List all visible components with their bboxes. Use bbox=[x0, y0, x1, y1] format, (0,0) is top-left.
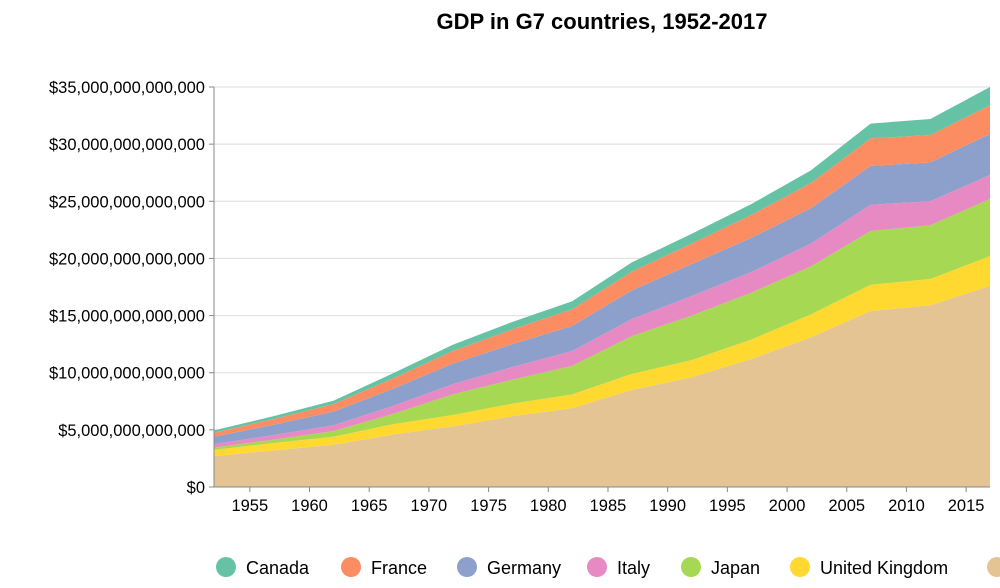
x-tick-label: 2005 bbox=[828, 497, 865, 515]
x-tick-label: 1970 bbox=[411, 497, 448, 515]
legend-swatch-united-kingdom bbox=[790, 557, 810, 577]
y-tick-label: $25,000,000,000,000 bbox=[49, 193, 205, 211]
legend-label-italy: Italy bbox=[617, 558, 650, 578]
y-tick-label: $35,000,000,000,000 bbox=[49, 79, 205, 97]
chart-title: GDP in G7 countries, 1952-2017 bbox=[437, 9, 768, 34]
area-france bbox=[214, 105, 990, 437]
x-tick-label: 2000 bbox=[769, 497, 806, 515]
legend-label-canada: Canada bbox=[246, 558, 310, 578]
y-tick-label: $30,000,000,000,000 bbox=[49, 136, 205, 154]
x-tick-label: 1965 bbox=[351, 497, 388, 515]
x-tick-label: 2010 bbox=[888, 497, 925, 515]
area-unlabeled bbox=[214, 285, 990, 487]
x-tick-label: 2015 bbox=[948, 497, 985, 515]
legend-label-france: France bbox=[371, 558, 427, 578]
legend: Canada France Germany Italy Japan United King… bbox=[216, 557, 1000, 578]
stacked-areas bbox=[214, 87, 990, 487]
legend-label-japan: Japan bbox=[711, 558, 760, 578]
x-tick-label: 1960 bbox=[291, 497, 328, 515]
legend-swatch-italy bbox=[587, 557, 607, 577]
x-tick-label: 1980 bbox=[530, 497, 567, 515]
x-tick-label: 1995 bbox=[709, 497, 746, 515]
y-tick-label: $20,000,000,000,000 bbox=[49, 250, 205, 268]
legend-swatch-japan bbox=[681, 557, 701, 577]
legend-swatch-unlabeled bbox=[987, 557, 1000, 577]
axes: $0 $5,000,000,000,000 $10,000,000,000,000 $… bbox=[49, 79, 990, 515]
x-tick-label: 1955 bbox=[231, 497, 268, 515]
legend-swatch-france bbox=[341, 557, 361, 577]
y-tick-label: $5,000,000,000,000 bbox=[58, 422, 205, 440]
legend-swatch-germany bbox=[457, 557, 477, 577]
legend-label-united-kingdom: United Kingdom bbox=[820, 558, 948, 578]
y-tick-label: $10,000,000,000,000 bbox=[49, 365, 205, 383]
area-germany bbox=[214, 133, 990, 445]
x-tick-label: 1985 bbox=[590, 497, 627, 515]
y-tick-label: $0 bbox=[187, 479, 205, 497]
area-canada bbox=[214, 87, 990, 433]
x-tick-label: 1975 bbox=[470, 497, 507, 515]
legend-label-germany: Germany bbox=[487, 558, 561, 578]
x-tick-label: 1990 bbox=[649, 497, 686, 515]
legend-swatch-canada bbox=[216, 557, 236, 577]
y-tick-label: $15,000,000,000,000 bbox=[49, 308, 205, 326]
